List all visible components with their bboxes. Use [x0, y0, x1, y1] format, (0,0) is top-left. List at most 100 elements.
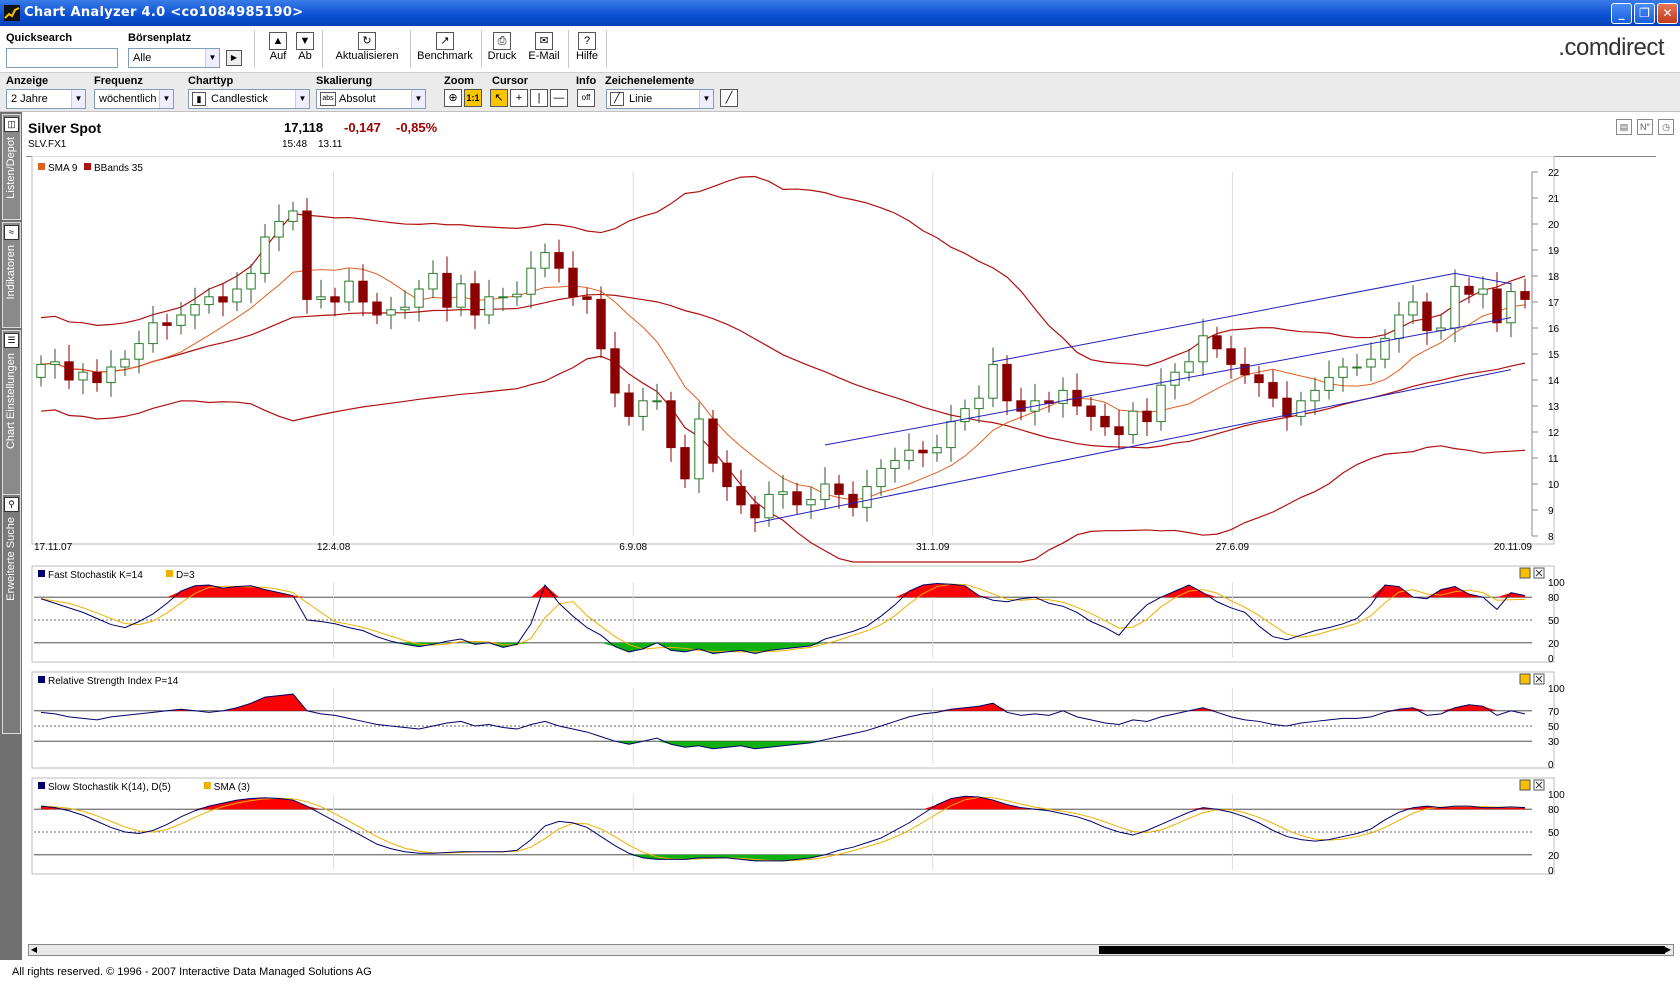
zoom-in-button[interactable]: ⊕: [444, 89, 462, 107]
candle: [708, 409, 718, 473]
candle: [666, 391, 676, 462]
bar-chart-icon[interactable]: ▤: [1616, 119, 1632, 135]
candle-body: [204, 296, 214, 306]
candle-body: [722, 462, 732, 488]
skalierung-select[interactable]: abs Absolut ▼: [316, 89, 426, 109]
print-button[interactable]: ⎙ Druck: [485, 32, 519, 62]
price-panel-frame: [31, 156, 1555, 545]
up-label: Auf: [269, 50, 287, 62]
candle-body: [428, 272, 438, 290]
last-price: 17,118: [284, 120, 324, 135]
candle-body: [330, 296, 340, 303]
candle: [288, 201, 298, 231]
chart-area[interactable]: SMA 9 BBands 35 8 9 10 11 12 13 14 15 16 17 18 19 20 21…: [24, 156, 1680, 944]
info-toggle[interactable]: off: [577, 89, 595, 107]
scroll-left-icon[interactable]: ◀: [30, 945, 38, 954]
draw-line-button[interactable]: ╱: [720, 89, 738, 107]
overbought-fill: [979, 703, 993, 711]
overbought-fill: [237, 585, 251, 598]
y-tick-label: 50: [1548, 828, 1560, 839]
window-title: Chart Analyzer 4.0 <co1084985190>: [24, 5, 304, 20]
slow-stochastic-panel[interactable]: Slow Stochastik K(14), D(5) SMA (3) 0 20 50 8…: [31, 777, 1565, 877]
indicator-line: [40, 795, 1526, 862]
up-button[interactable]: ▲ Auf: [267, 32, 289, 62]
overbought-fill: [265, 589, 279, 598]
candle-body: [1296, 400, 1306, 417]
candle-body: [918, 449, 928, 454]
candle-body: [554, 252, 564, 269]
candle: [78, 363, 88, 395]
overbought-fill: [951, 584, 965, 598]
zoom-1to1-button[interactable]: 1:1: [464, 89, 482, 107]
scroll-right-icon[interactable]: ▶: [1664, 945, 1672, 954]
cursor-label: Cursor: [492, 75, 529, 87]
candle-body: [162, 322, 172, 326]
x-tick-label: 6.9.08: [619, 542, 647, 553]
info-label: Info: [576, 75, 597, 87]
price-panel[interactable]: SMA 9 BBands 35 8 9 10 11 12 13 14 15 16 17 18 19 20 21…: [31, 156, 1560, 563]
candle-body: [78, 371, 88, 381]
candle: [232, 272, 242, 312]
candle-body: [1380, 337, 1390, 360]
help-label: Hilfe: [575, 50, 598, 62]
minimize-button[interactable]: _: [1611, 3, 1632, 24]
candle: [92, 359, 102, 392]
go-button[interactable]: ▶: [226, 50, 242, 66]
tab-indikatoren[interactable]: ≈ Indikatoren: [2, 222, 21, 328]
y-tick-label: 70: [1548, 707, 1560, 718]
restore-button[interactable]: ❐: [1634, 3, 1655, 24]
candle: [554, 239, 564, 283]
candle: [540, 243, 550, 278]
chart-scrollbar[interactable]: ◀ ▶: [28, 944, 1674, 956]
overbought-fill: [251, 697, 265, 711]
exchange-select[interactable]: Alle ▼: [128, 48, 220, 68]
anzeige-select[interactable]: 2 Jahre ▼: [6, 89, 86, 109]
benchmark-button[interactable]: ↗ Benchmark: [414, 32, 476, 62]
candle-body: [120, 358, 130, 368]
cursor-crosshair-button[interactable]: +: [510, 89, 528, 107]
help-button[interactable]: ? Hilfe: [572, 32, 602, 62]
anzeige-label: Anzeige: [6, 75, 49, 87]
candle: [1142, 398, 1152, 436]
quicksearch-label: Quicksearch: [6, 32, 73, 44]
quicksearch-input[interactable]: [6, 48, 118, 68]
candle: [1226, 335, 1236, 379]
zeichen-select[interactable]: ╱ Linie ▼: [606, 89, 714, 109]
fast-stochastic-panel[interactable]: Fast Stochastik K=14 D=3 0 20 50 80 100: [31, 565, 1565, 665]
diagonal-line-icon: ╱: [725, 92, 733, 104]
y-tick-label: 19: [1548, 246, 1560, 257]
numbers-icon[interactable]: N°: [1637, 119, 1653, 135]
tab-listen-depot-label: Listen/Depot: [5, 137, 17, 199]
down-button[interactable]: ▼ Ab: [294, 32, 316, 62]
tab-listen-depot[interactable]: ◫ Listen/Depot: [2, 114, 21, 220]
charttyp-select[interactable]: ▮ Candlestick ▼: [188, 89, 310, 109]
horizontal-line-icon: —: [553, 92, 565, 104]
overbought-fill: [993, 703, 1007, 711]
cursor-vertical-button[interactable]: |: [530, 89, 548, 107]
indicator-line: [40, 583, 1526, 654]
refresh-button[interactable]: ↻ Aktualisieren: [330, 32, 404, 62]
clock-icon[interactable]: ◷: [1658, 119, 1674, 135]
close-x-mark: [1535, 781, 1543, 789]
frequenz-value: wöchentlich: [99, 93, 157, 105]
tab-erweiterte-suche[interactable]: ⚲ Erweiterte Suche: [2, 494, 21, 734]
cursor-pointer-button[interactable]: ↖: [490, 89, 508, 107]
candle: [176, 302, 186, 335]
overbought-fill: [1385, 585, 1399, 598]
email-button[interactable]: ✉ E-Mail: [525, 32, 563, 62]
cursor-horizontal-button[interactable]: —: [550, 89, 568, 107]
frequenz-select[interactable]: wöchentlich ▼: [94, 89, 174, 109]
rsi-panel[interactable]: Relative Strength Index P=14 0 30 50 70 100: [31, 671, 1565, 771]
candle-body: [64, 361, 74, 381]
candle: [1478, 276, 1488, 309]
y-tick-label: 100: [1548, 684, 1565, 695]
close-button[interactable]: ✕: [1657, 3, 1678, 24]
oversold-fill: [713, 642, 727, 654]
candle: [1058, 377, 1068, 418]
overbought-fill: [181, 585, 195, 598]
candle: [1086, 396, 1096, 431]
candle-body: [1282, 397, 1292, 417]
candle: [960, 399, 970, 431]
scroll-thumb[interactable]: [1099, 946, 1665, 954]
candle-body: [750, 504, 760, 519]
